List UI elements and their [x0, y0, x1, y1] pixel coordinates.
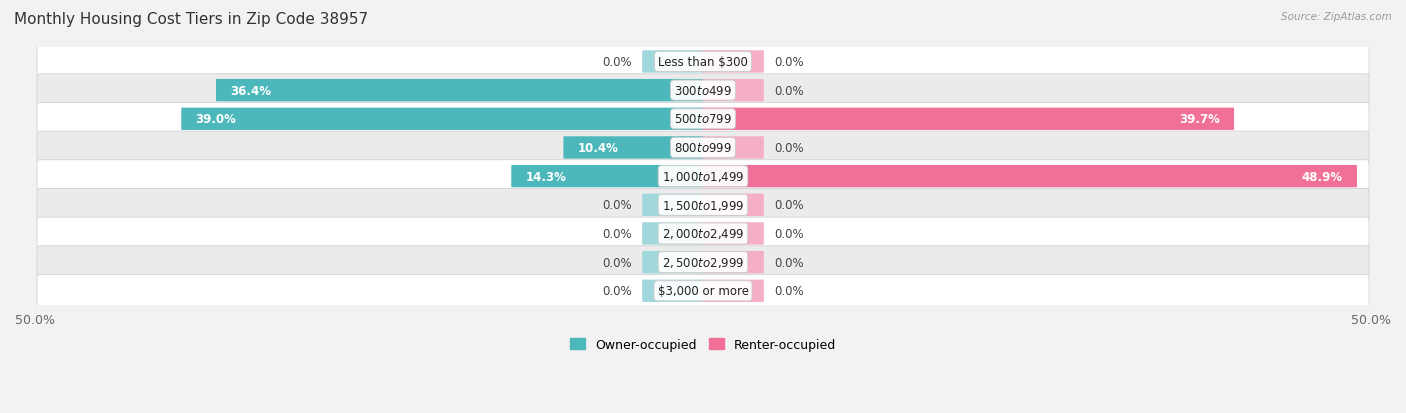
- FancyBboxPatch shape: [643, 51, 703, 74]
- FancyBboxPatch shape: [703, 194, 763, 216]
- Text: 39.7%: 39.7%: [1180, 113, 1220, 126]
- Text: 10.4%: 10.4%: [578, 142, 619, 154]
- Text: 0.0%: 0.0%: [773, 285, 803, 298]
- FancyBboxPatch shape: [37, 75, 1369, 107]
- Text: 14.3%: 14.3%: [526, 170, 567, 183]
- FancyBboxPatch shape: [703, 280, 763, 302]
- Text: 0.0%: 0.0%: [773, 228, 803, 240]
- Legend: Owner-occupied, Renter-occupied: Owner-occupied, Renter-occupied: [565, 333, 841, 356]
- FancyBboxPatch shape: [37, 103, 1369, 136]
- Text: $1,500 to $1,999: $1,500 to $1,999: [662, 198, 744, 212]
- FancyBboxPatch shape: [703, 80, 763, 102]
- FancyBboxPatch shape: [703, 108, 1234, 131]
- Text: Less than $300: Less than $300: [658, 56, 748, 69]
- Text: $300 to $499: $300 to $499: [673, 84, 733, 97]
- Text: $2,500 to $2,999: $2,500 to $2,999: [662, 256, 744, 270]
- FancyBboxPatch shape: [512, 166, 703, 188]
- Text: $3,000 or more: $3,000 or more: [658, 285, 748, 298]
- Text: 48.9%: 48.9%: [1302, 170, 1343, 183]
- Text: 0.0%: 0.0%: [773, 199, 803, 212]
- Text: 0.0%: 0.0%: [603, 256, 633, 269]
- FancyBboxPatch shape: [37, 132, 1369, 164]
- FancyBboxPatch shape: [703, 51, 763, 74]
- FancyBboxPatch shape: [703, 252, 763, 274]
- Text: 0.0%: 0.0%: [603, 199, 633, 212]
- FancyBboxPatch shape: [217, 80, 703, 102]
- FancyBboxPatch shape: [181, 108, 703, 131]
- FancyBboxPatch shape: [37, 246, 1369, 279]
- FancyBboxPatch shape: [37, 275, 1369, 307]
- FancyBboxPatch shape: [643, 280, 703, 302]
- FancyBboxPatch shape: [703, 223, 763, 245]
- Text: $1,000 to $1,499: $1,000 to $1,499: [662, 170, 744, 184]
- Text: 36.4%: 36.4%: [231, 84, 271, 97]
- Text: $800 to $999: $800 to $999: [673, 142, 733, 154]
- FancyBboxPatch shape: [37, 218, 1369, 250]
- Text: 0.0%: 0.0%: [773, 84, 803, 97]
- FancyBboxPatch shape: [643, 252, 703, 274]
- Text: 0.0%: 0.0%: [603, 285, 633, 298]
- Text: $500 to $799: $500 to $799: [673, 113, 733, 126]
- Text: 0.0%: 0.0%: [603, 228, 633, 240]
- Text: Monthly Housing Cost Tiers in Zip Code 38957: Monthly Housing Cost Tiers in Zip Code 3…: [14, 12, 368, 27]
- FancyBboxPatch shape: [703, 137, 763, 159]
- FancyBboxPatch shape: [703, 166, 1357, 188]
- FancyBboxPatch shape: [37, 160, 1369, 193]
- Text: 0.0%: 0.0%: [773, 142, 803, 154]
- FancyBboxPatch shape: [564, 137, 703, 159]
- Text: $2,000 to $2,499: $2,000 to $2,499: [662, 227, 744, 241]
- FancyBboxPatch shape: [643, 194, 703, 216]
- FancyBboxPatch shape: [643, 223, 703, 245]
- Text: 0.0%: 0.0%: [603, 56, 633, 69]
- Text: Source: ZipAtlas.com: Source: ZipAtlas.com: [1281, 12, 1392, 22]
- FancyBboxPatch shape: [37, 46, 1369, 78]
- FancyBboxPatch shape: [37, 189, 1369, 222]
- Text: 39.0%: 39.0%: [195, 113, 236, 126]
- Text: 0.0%: 0.0%: [773, 56, 803, 69]
- Text: 0.0%: 0.0%: [773, 256, 803, 269]
